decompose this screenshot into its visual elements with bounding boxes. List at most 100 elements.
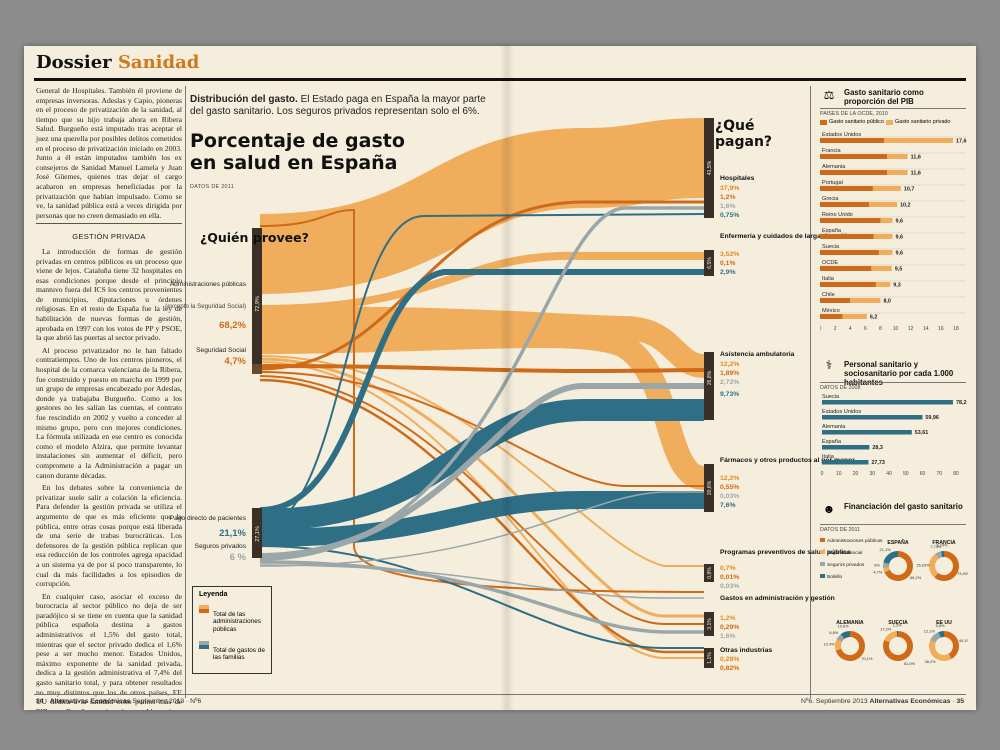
- chart2-rule: [820, 382, 966, 383]
- chart1-x-tick: 2: [834, 326, 837, 332]
- flow-admin-administracion: [259, 357, 704, 618]
- chart1-category-label: Italia: [822, 276, 835, 282]
- chart3-donut-label: 38,2%: [925, 659, 937, 664]
- chart1-legend-private: Gasto sanitario privado: [895, 119, 951, 125]
- chart1-legend-swatch-private: [886, 120, 893, 125]
- target-value: 12,2%: [720, 475, 739, 482]
- chart3-svg: Administraciones públicas Seguridad socia…: [820, 538, 968, 666]
- chart3-donut-slice: [929, 640, 952, 661]
- chart1-category-label: Alemania: [822, 164, 846, 170]
- source-value-pagos: 21,1%: [219, 528, 246, 539]
- chart1-category-label: Portugal: [822, 180, 843, 186]
- chart3-legend-label: Seguros privados: [827, 562, 865, 568]
- chart1-bar-public: [820, 234, 874, 239]
- source-bar-private: [252, 508, 262, 558]
- chart3-donut-slice: [840, 631, 850, 639]
- source-label-pagos: Pago directo de pacientes: [170, 515, 247, 522]
- chart3-donut-slice: [883, 567, 890, 573]
- source-share-public: 72,9%: [255, 296, 261, 312]
- flow-seguros-preventivos: [259, 564, 704, 599]
- target-label-enfermeria: Enfermería y cuidados de larga duración: [720, 233, 851, 240]
- chart1-bar-total: 17,6: [956, 139, 967, 145]
- target-bar-farmacos: [704, 464, 714, 512]
- chart3-donut-slice: [835, 639, 843, 651]
- chart1-bar-public: [820, 138, 885, 143]
- chart3-date: DATOS DE 2011: [820, 527, 861, 533]
- chart1-x-tick: 0: [820, 326, 822, 332]
- chart3-donut-title: ESPAÑA: [887, 539, 908, 546]
- chart1-category-label: Suecia: [822, 244, 840, 250]
- column-divider: [185, 86, 186, 698]
- target-label-administracion: Gastos en administración y gestión: [720, 595, 835, 602]
- chart3-legend-swatch: [820, 550, 825, 554]
- chart2-category-label: Alemania: [822, 424, 846, 430]
- chart2-bar-label: 78,2: [956, 400, 967, 406]
- chart3-rule: [820, 524, 966, 525]
- footer-page-right: 35: [956, 698, 964, 705]
- chart1-bar-total: 9,5: [895, 267, 903, 273]
- chart2-x-tick: 80: [953, 471, 959, 477]
- chart3-legend-swatch: [820, 574, 825, 578]
- flow-pagos-farmacos: [259, 491, 704, 547]
- chart1-date: PAÍSES DE LA OCDE, 2010: [820, 111, 888, 117]
- target-value: 3,52%: [720, 251, 739, 258]
- chart2-bar: [822, 415, 923, 420]
- infographic-subtitle-text: El Estado paga en España la mayor parte …: [190, 94, 486, 117]
- chart2-bar: [822, 400, 953, 405]
- target-bar-preventivos: [704, 564, 714, 582]
- chart3-donut-slice: [835, 631, 865, 661]
- flow-seguros-administracion: [259, 560, 704, 634]
- chart1-svg: Estados Unidos 17,6 Francia 11,6 Alemania 11,…: [820, 132, 967, 332]
- header-rule: [34, 78, 966, 81]
- chart1-bar-private: [884, 138, 953, 143]
- section-header: Dossier Sanidad: [36, 52, 199, 73]
- chart3-legend-label: Administraciones públicas: [827, 538, 883, 544]
- chart1-bar-private: [873, 234, 893, 239]
- chart3-donut-label: 17,2%: [880, 626, 892, 631]
- target-label-ambulatoria: Asistencia ambulatoria: [720, 351, 795, 358]
- chart1-bar-public: [820, 266, 872, 271]
- target-value: 1,2%: [720, 194, 736, 201]
- infographic-subtitle: Distribución del gasto. El Estado paga e…: [190, 94, 490, 118]
- chart3-legend-swatch: [820, 538, 825, 542]
- chart3-donut-title: EE UU: [936, 620, 952, 626]
- source-bar-ss: [252, 364, 262, 374]
- chart2-x-tick: 20: [853, 471, 859, 477]
- chart3-donut-label: 21,1%: [880, 547, 892, 552]
- chart1-bar-total: 9,6: [896, 235, 904, 241]
- footer-right: Nº6. Septiembre 2013 Alternativas Económ…: [800, 698, 964, 705]
- target-value: 1,6%: [720, 203, 736, 210]
- chart3-donut-label: 1,3%: [893, 623, 902, 628]
- target-value: 2,9%: [720, 269, 736, 276]
- chart2-bar: [822, 460, 869, 465]
- target-label-hospitales: Hospitales: [720, 175, 755, 182]
- target-bar-administracion: [704, 612, 714, 636]
- chart2-x-tick: 50: [903, 471, 909, 477]
- chart2-category-label: Estados Unidos: [822, 409, 861, 415]
- chart1-category-label: Francia: [822, 148, 842, 154]
- sidebar-charts: ⚖ Gasto sanitario como proporción del PI…: [820, 86, 968, 686]
- footer-date-right: Nº6. Septiembre 2013: [800, 698, 868, 705]
- chart1-category-label: Estados Unidos: [822, 132, 861, 138]
- chart1-bar-private: [871, 266, 892, 271]
- people-money-icon: ☻: [822, 502, 836, 516]
- chart3-donut-label: 35,03%: [916, 562, 930, 567]
- chart3-donut-slice: [836, 634, 845, 642]
- chart1-bar-public: [820, 250, 879, 255]
- chart3-title: Financiación del gasto sanitario: [844, 502, 963, 511]
- article-paragraph: Al proceso privatizador no le han faltad…: [36, 345, 182, 480]
- target-value: 0,29%: [720, 624, 739, 631]
- chart1-bar-total: 9,6: [896, 219, 904, 225]
- chart1-x-tick: 16: [938, 326, 944, 332]
- chart3-legend-label: Seguridad social: [827, 550, 862, 556]
- footer-page-left: 34: [36, 698, 44, 705]
- target-value: 0,28%: [720, 656, 739, 663]
- chart3-donut-slice: [883, 631, 913, 661]
- article-section-heading: GESTIÓN PRIVADA: [72, 232, 146, 242]
- target-value: 0,01%: [720, 574, 739, 581]
- flow-pagos-otras: [259, 545, 704, 649]
- chart2-x-tick: 10: [836, 471, 842, 477]
- target-share-otras: 1,1%: [707, 652, 713, 664]
- section-header-main: Dossier: [36, 52, 112, 73]
- chart3-donut-label: 68,2%: [910, 575, 922, 580]
